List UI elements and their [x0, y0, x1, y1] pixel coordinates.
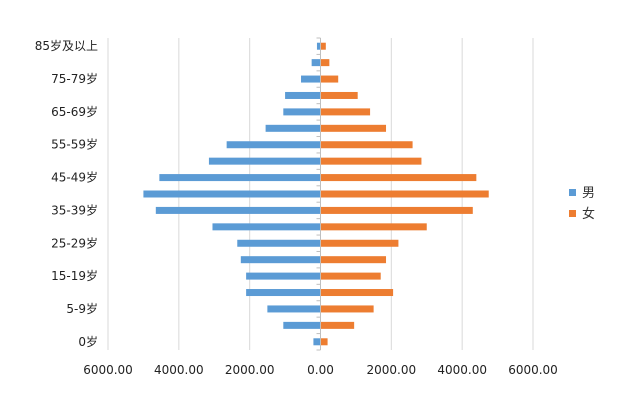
bar-female-16: [320, 75, 339, 83]
legend-swatch-female: [569, 210, 576, 217]
legend: 男女: [569, 186, 595, 222]
category-label-8: 35-39岁: [51, 202, 98, 217]
category-label-6: 25-29岁: [51, 235, 98, 250]
bar-male-4: [246, 272, 321, 280]
bar-male-9: [143, 190, 321, 198]
bar-female-15: [320, 91, 358, 99]
bar-female-10: [320, 174, 477, 182]
bar-female-1: [320, 321, 355, 329]
bar-male-8: [155, 206, 321, 214]
category-label-2: 5-9岁: [66, 301, 98, 316]
bar-female-0: [320, 338, 328, 346]
bar-male-10: [159, 174, 321, 182]
bar-female-17: [320, 59, 330, 67]
bar-male-14: [283, 108, 321, 116]
x-tick-label-5: 4000.00: [437, 363, 487, 377]
bar-male-6: [237, 239, 321, 247]
x-tick-label-2: 2000.00: [225, 363, 275, 377]
category-label-18: 85岁及以上: [35, 38, 98, 53]
bar-female-4: [320, 272, 381, 280]
bar-female-14: [320, 108, 371, 116]
legend-label-male: 男: [582, 186, 595, 201]
bar-female-5: [320, 256, 387, 264]
category-label-0: 0岁: [78, 334, 98, 349]
x-tick-label-0: 6000.00: [83, 363, 133, 377]
bar-male-7: [212, 223, 321, 231]
bar-female-3: [320, 289, 394, 297]
bar-male-3: [246, 289, 321, 297]
bar-male-15: [285, 91, 321, 99]
category-label-10: 45-49岁: [51, 170, 98, 185]
bar-male-11: [208, 157, 321, 165]
bar-male-12: [226, 141, 321, 149]
category-label-4: 15-19岁: [51, 268, 98, 283]
bar-female-6: [320, 239, 399, 247]
bar-male-2: [267, 305, 321, 313]
bar-male-5: [240, 256, 321, 264]
legend-label-female: 女: [582, 206, 595, 222]
bar-female-13: [320, 124, 387, 132]
category-label-16: 75-79岁: [51, 71, 98, 86]
bar-female-8: [320, 206, 473, 214]
axes: [316, 37, 321, 351]
legend-swatch-male: [569, 189, 576, 196]
x-tick-label-6: 6000.00: [508, 363, 558, 377]
bar-female-9: [320, 190, 489, 198]
bar-male-0: [313, 338, 321, 346]
category-label-12: 55-59岁: [51, 137, 98, 152]
bar-female-2: [320, 305, 374, 313]
bar-male-18: [316, 42, 321, 50]
category-label-14: 65-69岁: [51, 104, 98, 119]
x-tick-label-3: 0.00: [307, 363, 334, 377]
bar-male-17: [311, 59, 321, 67]
bar-male-16: [301, 75, 321, 83]
bar-female-12: [320, 141, 413, 149]
bar-male-1: [283, 321, 321, 329]
x-tick-label-1: 4000.00: [154, 363, 204, 377]
bar-female-18: [320, 42, 326, 50]
x-tick-label-4: 2000.00: [367, 363, 417, 377]
category-labels: 0岁 5-9岁 15-19岁 25-29岁 35-39岁 45-49岁 55-59岁 65-6…: [35, 38, 98, 349]
bar-female-11: [320, 157, 422, 165]
bar-male-13: [265, 124, 321, 132]
bar-female-7: [320, 223, 427, 231]
bars: [143, 42, 489, 346]
value-axis-labels: 6000.00 4000.00 2000.00 0.00 2000.00 4000.00 6…: [83, 363, 558, 377]
